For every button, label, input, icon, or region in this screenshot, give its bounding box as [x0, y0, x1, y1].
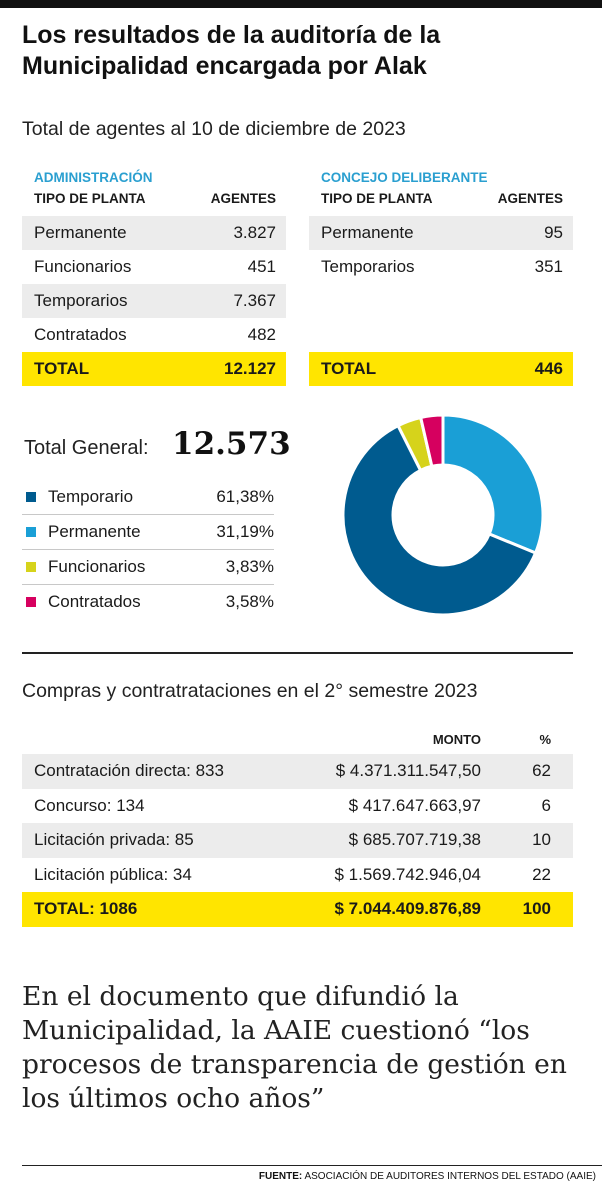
col-pct: % — [539, 732, 551, 747]
legend-item: Permanente 31,19% — [22, 515, 274, 550]
section-divider — [22, 652, 573, 654]
table-row: Contratados 482 — [22, 318, 286, 352]
administracion-heading: ADMINISTRACIÓN — [34, 170, 153, 185]
donut-chart — [341, 413, 545, 617]
concejo-col-headers: TIPO DE PLANTA AGENTES — [309, 188, 573, 210]
row-label: Permanente — [34, 223, 127, 242]
table-row: Contratación directa: 833 $ 4.371.311.54… — [22, 754, 573, 789]
col-monto: MONTO — [432, 732, 481, 747]
legend-value: 61,38% — [216, 487, 274, 506]
total-value: 446 — [534, 359, 563, 378]
footer-divider — [22, 1165, 602, 1166]
table-row: Temporarios 7.367 — [22, 284, 286, 318]
row-label: Temporarios — [321, 257, 415, 276]
source-footer: FUENTE: ASOCIACIÓN DE AUDITORES INTERNOS… — [259, 1171, 596, 1182]
row-pct: 62 — [532, 761, 551, 780]
legend-swatch — [26, 527, 36, 537]
total-value: 12.127 — [224, 359, 276, 378]
table-row: Temporarios 351 — [309, 250, 573, 284]
col-agentes: AGENTES — [210, 191, 276, 206]
row-label: Funcionarios — [34, 257, 132, 276]
table-row: Funcionarios 451 — [22, 250, 286, 284]
legend-item: Funcionarios 3,83% — [22, 550, 274, 585]
row-value: 95 — [544, 223, 563, 242]
row-monto: $ 1.569.742.946,04 — [334, 864, 481, 884]
row-pct: 6 — [541, 795, 551, 815]
col-agentes: AGENTES — [497, 191, 563, 206]
row-label: Concurso: 134 — [34, 795, 145, 815]
legend-value: 3,58% — [225, 592, 274, 611]
compras-table: MONTO % Contratación directa: 833 $ 4.37… — [22, 728, 573, 927]
row-label: Licitación pública: 34 — [34, 864, 192, 884]
legend-swatch — [26, 492, 36, 502]
agents-subtitle: Total de agentes al 10 de diciembre de 2… — [22, 118, 406, 140]
legend-item: Contratados 3,58% — [22, 585, 274, 619]
row-monto: $ 4.371.311.547,50 — [335, 761, 481, 780]
row-pct: 10 — [532, 830, 551, 849]
legend-label: Contratados — [48, 592, 141, 611]
donut-slice-contratados — [418, 413, 445, 469]
total-row: TOTAL 446 — [309, 352, 573, 386]
total-label: TOTAL — [34, 359, 90, 378]
administracion-table: ADMINISTRACIÓN TIPO DE PLANTA AGENTES Pe… — [22, 168, 286, 386]
compras-subtitle: Compras y contratrataciones en el 2° sem… — [22, 680, 478, 702]
total-pct: 100 — [522, 899, 551, 918]
total-general-label: Total General: — [24, 437, 149, 459]
legend-label: Temporario — [48, 487, 134, 506]
total-general-value: 12.573 — [172, 426, 291, 462]
row-label: Permanente — [321, 223, 414, 242]
pull-quote: En el documento que difundió la Municipa… — [22, 981, 567, 1114]
legend-value: 3,83% — [225, 557, 274, 576]
legend-swatch — [26, 562, 36, 572]
row-monto: $ 685.707.719,38 — [348, 830, 481, 849]
row-label: Temporarios — [34, 291, 128, 310]
row-value: 351 — [534, 257, 563, 276]
total-label: TOTAL: 1086 — [34, 899, 138, 918]
col-tipo-planta: TIPO DE PLANTA — [321, 191, 433, 206]
row-label: Contratación directa: 833 — [34, 761, 224, 780]
legend-label: Funcionarios — [48, 557, 146, 576]
donut-slice-permanente — [441, 413, 545, 555]
row-value: 3.827 — [233, 223, 276, 242]
row-monto: $ 417.647.663,97 — [348, 795, 481, 815]
total-row: TOTAL 12.127 — [22, 352, 286, 386]
table-row: Permanente 95 — [309, 216, 573, 250]
concejo-table: CONCEJO DELIBERANTE TIPO DE PLANTA AGENT… — [309, 168, 573, 386]
source-text: ASOCIACIÓN DE AUDITORES INTERNOS DEL EST… — [302, 1171, 596, 1182]
row-value: 7.367 — [233, 291, 276, 310]
donut-slice-temporario — [341, 423, 538, 617]
total-label: TOTAL — [321, 359, 377, 378]
table-row: Licitación pública: 34 $ 1.569.742.946,0… — [22, 858, 573, 893]
chart-legend: Temporario 61,38% Permanente 31,19% Funciona… — [22, 480, 274, 619]
compras-col-headers: MONTO % — [22, 728, 573, 754]
page-title: Los resultados de la auditoría de la Mun… — [22, 21, 441, 80]
legend-value: 31,19% — [216, 522, 274, 541]
table-row: Licitación privada: 85 $ 685.707.719,38 … — [22, 823, 573, 858]
row-label: Licitación privada: 85 — [34, 830, 194, 849]
legend-swatch — [26, 597, 36, 607]
row-label: Contratados — [34, 325, 127, 344]
table-row: Concurso: 134 $ 417.647.663,97 6 — [22, 789, 573, 824]
legend-label: Permanente — [48, 522, 141, 541]
concejo-heading: CONCEJO DELIBERANTE — [321, 170, 488, 185]
source-label: FUENTE: — [258, 1171, 303, 1182]
row-value: 482 — [247, 325, 276, 344]
row-value: 451 — [247, 257, 276, 276]
col-tipo-planta: TIPO DE PLANTA — [34, 191, 146, 206]
total-monto: $ 7.044.409.876,89 — [334, 899, 481, 918]
table-row: Permanente 3.827 — [22, 216, 286, 250]
administracion-col-headers: TIPO DE PLANTA AGENTES — [22, 188, 286, 210]
top-bar — [0, 0, 602, 8]
total-row: TOTAL: 1086 $ 7.044.409.876,89 100 — [22, 892, 573, 927]
row-pct: 22 — [532, 864, 551, 884]
legend-item: Temporario 61,38% — [22, 480, 274, 515]
